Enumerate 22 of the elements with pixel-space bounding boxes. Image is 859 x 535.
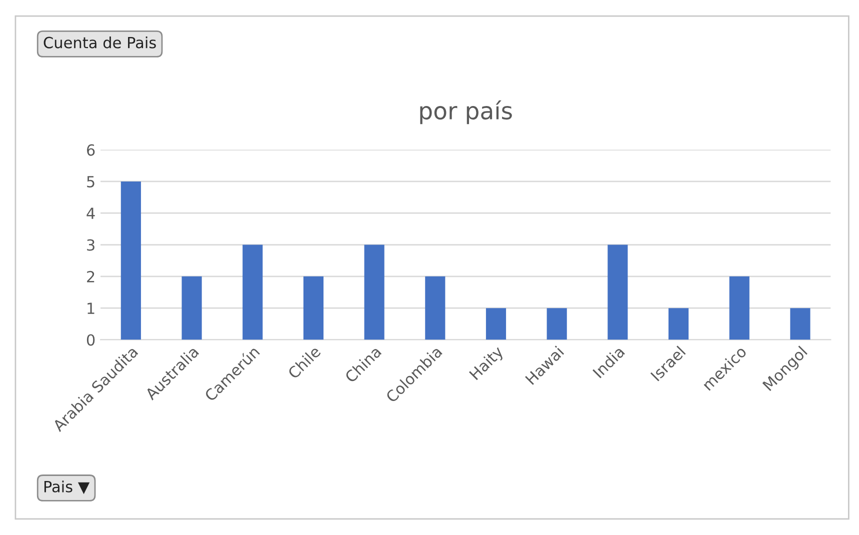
bar bbox=[729, 276, 750, 340]
bar bbox=[486, 308, 506, 340]
bar bbox=[608, 244, 628, 340]
bar bbox=[242, 244, 263, 340]
y-tick-label: 0 bbox=[86, 334, 95, 346]
bar bbox=[425, 276, 446, 340]
text: Pais ▼ bbox=[44, 480, 90, 494]
bar bbox=[120, 181, 141, 340]
bar bbox=[790, 308, 810, 340]
y-tick-label: 5 bbox=[87, 176, 94, 188]
y-tick-label: 2 bbox=[87, 270, 94, 282]
bar bbox=[668, 308, 689, 340]
bar bbox=[182, 276, 202, 340]
y-tick-label: 3 bbox=[87, 239, 94, 251]
chart-title: por país bbox=[420, 100, 512, 124]
y-tick-label: 1 bbox=[88, 302, 94, 314]
bar bbox=[303, 276, 324, 340]
y-tick-label: 6 bbox=[86, 144, 95, 156]
bar bbox=[364, 244, 384, 340]
bar bbox=[546, 308, 567, 340]
text: Cuenta de Pais bbox=[44, 36, 156, 48]
y-tick-label: 4 bbox=[86, 208, 95, 219]
